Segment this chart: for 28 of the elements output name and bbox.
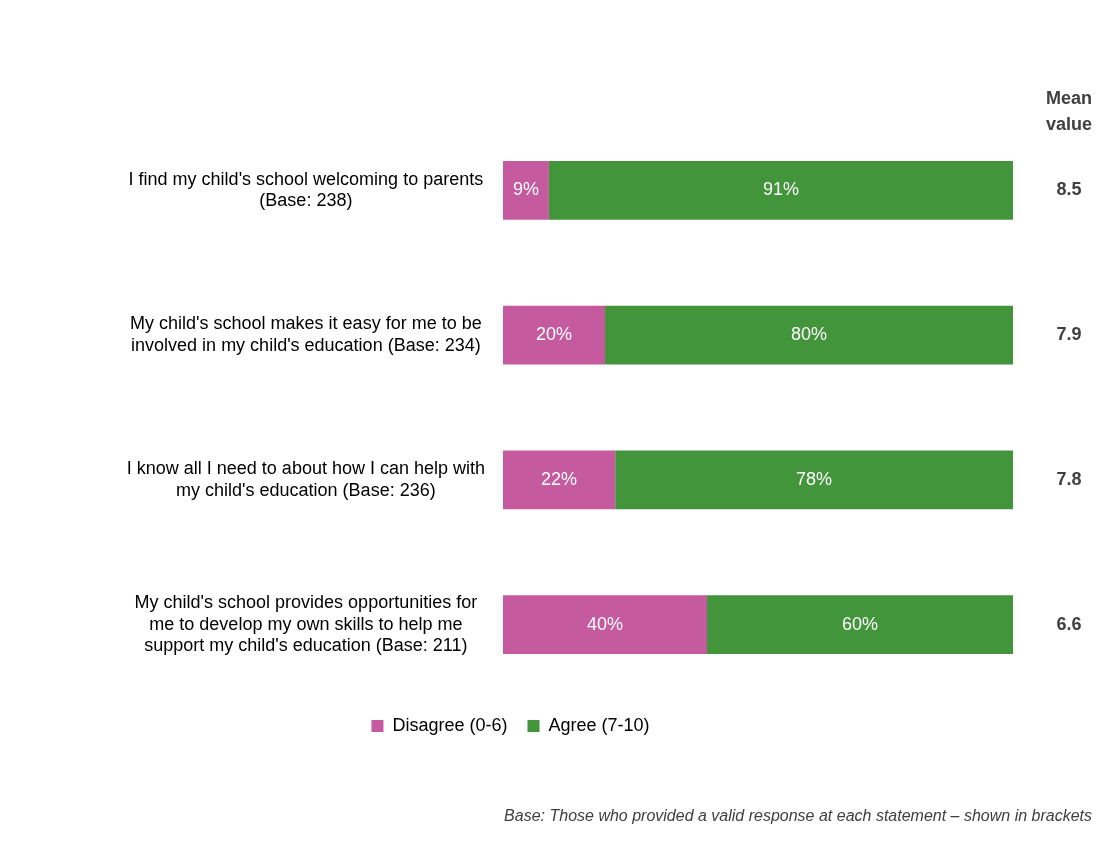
data-label: 40% [586, 613, 624, 634]
text: 7.8 [1056, 468, 1082, 489]
text: 8.5 [1056, 179, 1082, 200]
bar [615, 450, 1013, 510]
text: Mean value [1045, 87, 1093, 134]
y-tick-label: I find my child's school welcoming to parents (Base: 238) [128, 168, 484, 211]
text: 7.9 [1056, 324, 1082, 345]
data-label: 20% [535, 324, 573, 345]
bar [503, 450, 616, 510]
bar [548, 161, 1013, 220]
data-label: 78% [796, 468, 833, 489]
bar [503, 161, 549, 220]
y-tick-label: I know all I need to about how I can help with my child's education (Base: 236) [126, 458, 485, 500]
bar [707, 595, 1013, 654]
legend-label: Agree (7-10) [548, 714, 650, 735]
data-label: 91% [762, 179, 799, 200]
data-label: 22% [541, 468, 578, 489]
text: Base: Those who provided a valid response at each statement – shown in brackets [504, 807, 1092, 825]
y-tick-label: My child's school provides opportunities for me to develop my own skills to help me support my child's education (Base: 211) [134, 591, 478, 656]
text: 6.6 [1056, 613, 1082, 634]
data-label: 60% [841, 613, 879, 634]
legend-label: Disagree (0-6) [392, 714, 508, 735]
data-label: 80% [790, 324, 828, 345]
bar [503, 595, 707, 654]
bar [503, 305, 605, 365]
data-label: 9% [512, 179, 539, 200]
bar [605, 305, 1013, 365]
y-tick-label: My child's school makes it easy for me to be involved in my child's education (Base: 234) [130, 313, 482, 355]
